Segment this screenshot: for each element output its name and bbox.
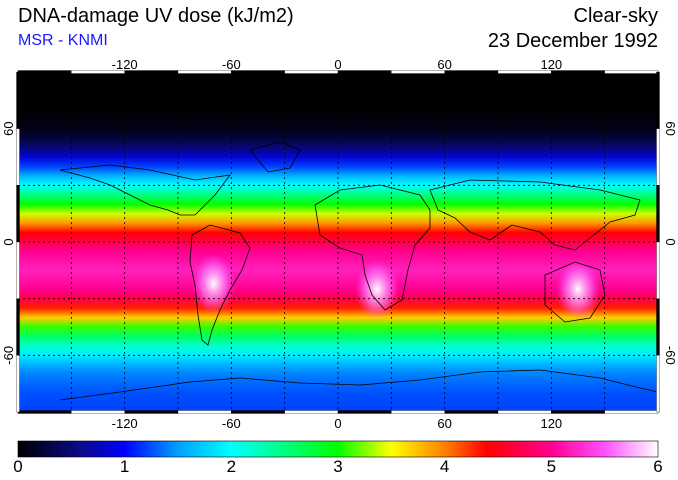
date-label: 23 December 1992 [487,30,658,52]
longitude-label-bottom: 60 [437,416,451,431]
frame-scale-segment [656,241,660,299]
sky-condition-label: Clear-sky [573,5,658,27]
frame-scale-segment [337,70,392,74]
colorbar [17,440,659,458]
colorbar-label: 0 [13,457,23,476]
greenland-coast [249,141,301,173]
frame-scale-segment [16,185,20,243]
longitude-label-top: 0 [334,57,341,72]
latitude-label-right: 0 [663,238,678,245]
frame-scale-segment [551,410,605,414]
frame-scale-segment [17,70,72,74]
frame-scale-segment [16,298,20,356]
source-label: MSR - KNMI [18,32,108,49]
longitude-label-bottom: 0 [334,416,341,431]
frame-scale-segment [284,70,339,74]
latitude-labels-left: 60 0 -60 [1,121,16,364]
frame-scale-segment [444,70,499,74]
frame-scale-segment [284,410,339,414]
frame-scale-segment [656,71,660,129]
latitude-label-left: -60 [1,346,16,365]
frame-scale-segment [17,410,72,414]
frame-scale-segment [71,410,125,414]
south-america-coast [189,224,251,346]
latitude-label-left: 0 [1,238,16,245]
frame-scale-segment [124,410,179,414]
frame-scale-segment [497,410,552,414]
frame-scale-segment [16,355,20,413]
colorbar-label: 1 [119,457,130,476]
latitude-label-right: 60 [663,121,678,135]
latitude-label-left: 60 [1,121,16,135]
gridlines [18,72,658,412]
colorbar-label: 5 [546,457,557,476]
longitude-labels-top: -120 -60 0 60 120 [112,57,563,72]
colorbar-label: 2 [226,457,237,476]
frame-scale-segment [337,410,392,414]
longitude-label-top: -120 [112,57,138,72]
latitude-labels-right: 60 0 -60 [663,121,678,364]
hotspot-southern-africa [355,259,400,320]
longitude-label-top: -60 [222,57,241,72]
longitude-label-bottom: -60 [222,416,241,431]
frame-scale-segment [177,410,232,414]
frame-scale-segment [604,70,659,74]
frame-scale-segment [444,410,499,414]
colorbar-label: 6 [653,457,663,476]
hotspot-south-america-andes [191,253,236,314]
frame-scale-segment [391,410,445,414]
map-title: DNA-damage UV dose (kJ/m2) [18,5,294,27]
longitude-labels-bottom: -120 -60 0 60 120 [112,416,563,431]
frame-scale-segment [16,128,20,186]
europe-africa-coast [314,184,431,311]
frame-scale-bars [16,70,660,414]
asia-coast [429,179,641,251]
frame-scale-segment [604,410,659,414]
frame-scale-segment [656,128,660,186]
frame-scale-segment [656,185,660,243]
latitude-label-right: -60 [663,346,678,365]
longitude-label-bottom: 120 [540,416,562,431]
frame-scale-segment [16,71,20,129]
longitude-label-top: 60 [437,57,451,72]
coastlines [59,141,658,401]
hotspot-australia [556,259,600,320]
frame-scale-segment [656,298,660,356]
longitude-label-bottom: -120 [112,416,138,431]
australia-coast [544,261,606,323]
colorbar-label: 3 [333,457,343,476]
colorbar-label: 4 [439,457,450,476]
frame-scale-segment [656,355,660,413]
longitude-label-top: 120 [540,57,562,72]
frame-scale-segment [231,410,285,414]
north-america-coast [59,164,231,216]
frame-scale-segment [16,241,20,299]
